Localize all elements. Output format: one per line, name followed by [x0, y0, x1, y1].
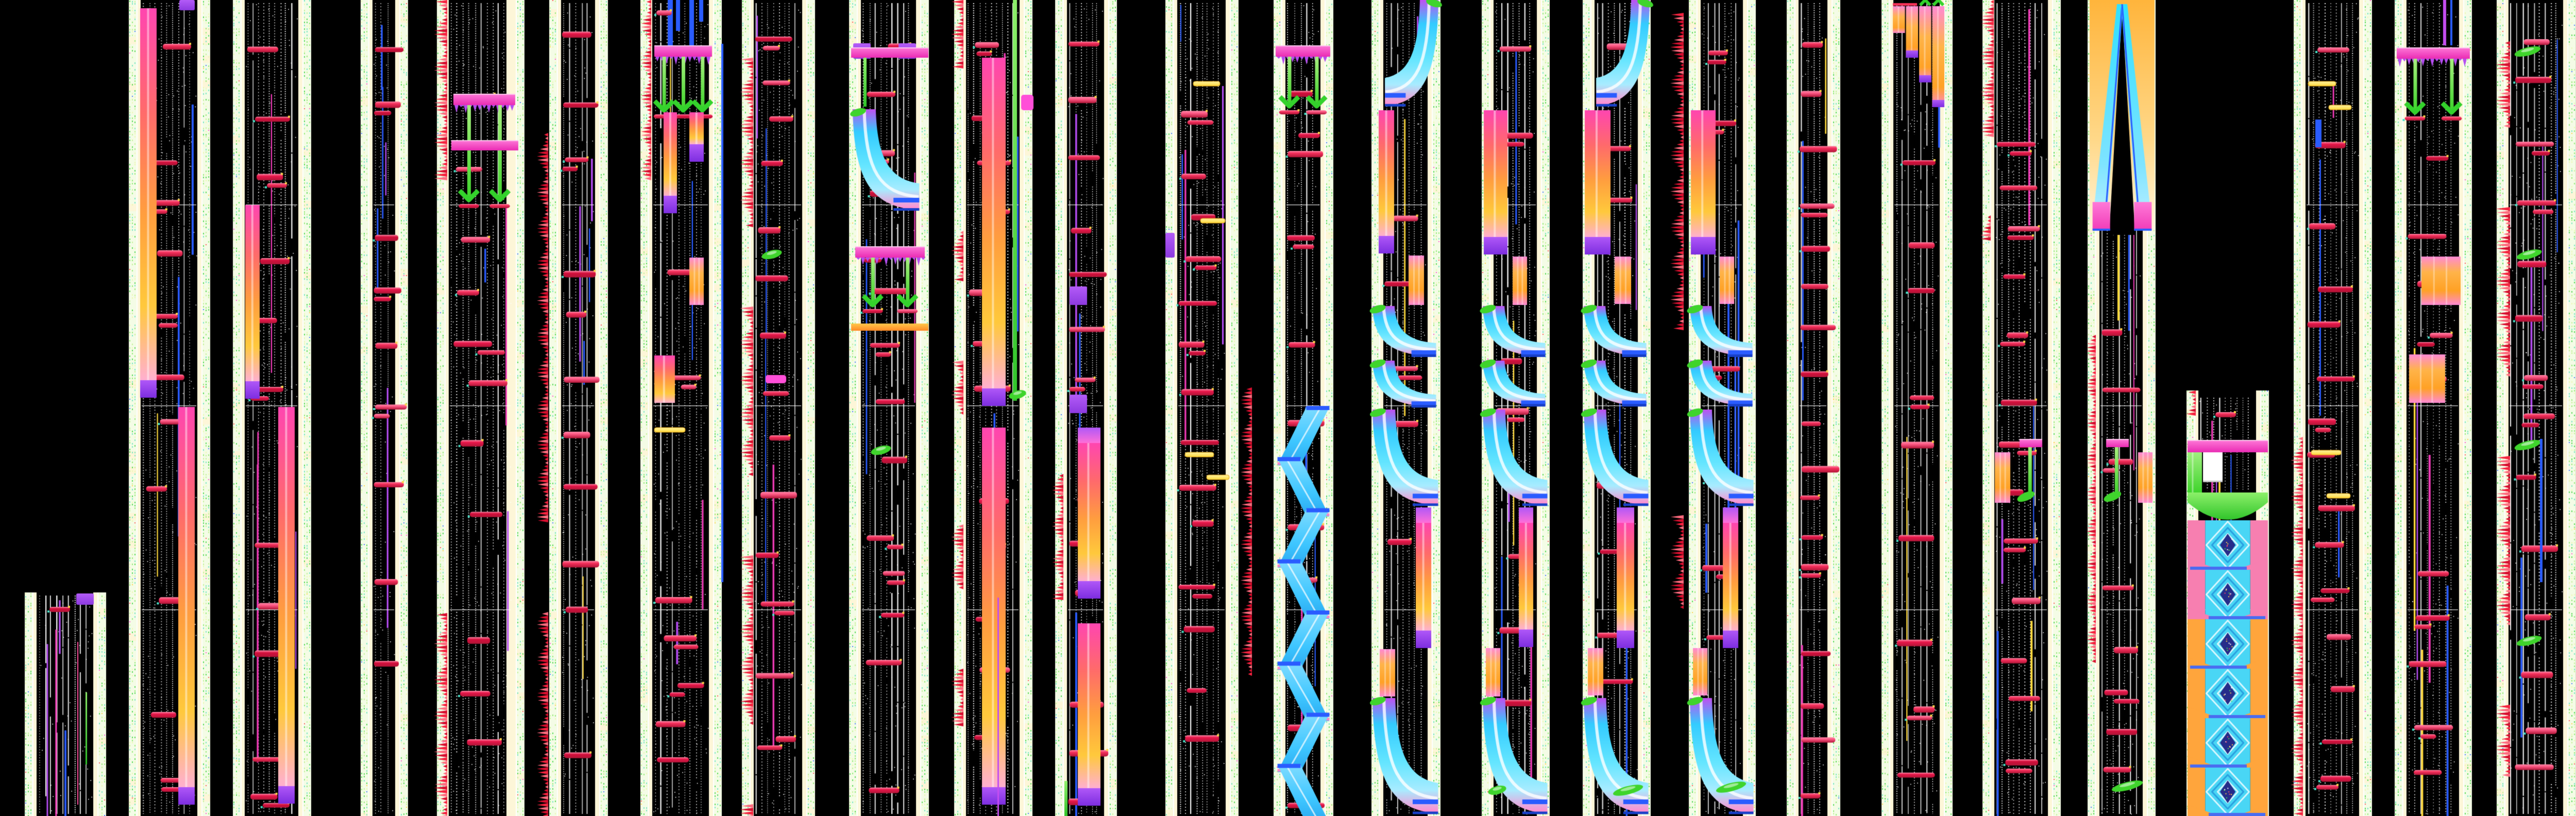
glitch-artwork — [0, 0, 2576, 816]
glitch-art-canvas — [0, 0, 2576, 816]
